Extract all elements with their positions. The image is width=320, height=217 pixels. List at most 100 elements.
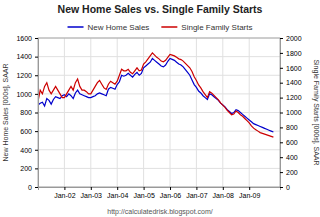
tick-label: 800 xyxy=(20,109,32,116)
tick-label: Jan-04 xyxy=(107,192,129,199)
tick: Jan-02 xyxy=(54,187,76,199)
tick: Jan-03 xyxy=(81,187,103,199)
legend-item: New Home Sales xyxy=(68,23,150,32)
tick-mark xyxy=(223,187,224,190)
tick: 1800 xyxy=(280,50,302,57)
grid-line-y xyxy=(38,56,280,57)
grid-line-x xyxy=(90,38,91,187)
tick-mark xyxy=(35,75,38,76)
tick-mark xyxy=(35,113,38,114)
tick-label: 600 xyxy=(20,128,32,135)
tick: 1600 xyxy=(16,35,38,42)
tick-label: 400 xyxy=(20,146,32,153)
tick-label: 1400 xyxy=(286,79,302,86)
tick-label: 200 xyxy=(20,165,32,172)
tick-mark xyxy=(249,187,250,190)
tick-label: 1600 xyxy=(286,65,302,72)
axis-line xyxy=(35,39,39,188)
axis-line xyxy=(39,188,281,191)
tick: 400 xyxy=(20,146,38,153)
tick-mark xyxy=(91,187,92,190)
axis-line xyxy=(281,39,284,188)
tick: 600 xyxy=(20,128,38,135)
title: New Home Sales vs. Single Family Starts xyxy=(58,3,263,15)
x-axis: Jan-02Jan-03Jan-04Jan-05Jan-06Jan-07Jan-… xyxy=(39,187,281,199)
grid-line-y xyxy=(38,75,280,76)
plot-area xyxy=(38,53,273,137)
y-axis-title: New Home Sales [000s], SAAR xyxy=(2,63,10,161)
tick-mark xyxy=(35,187,38,188)
tick-label: 1600 xyxy=(16,35,32,42)
tick: 200 xyxy=(280,169,298,176)
plot-frame xyxy=(38,38,280,187)
tick-mark xyxy=(280,83,283,84)
grid-line-y xyxy=(38,112,280,113)
tick: 1200 xyxy=(280,94,302,101)
y-axis: 0 200 400 600 800 1000 1200 1400 1600 xyxy=(16,35,38,191)
tick: 1000 xyxy=(16,91,38,98)
tick-label: Jan-08 xyxy=(213,192,235,199)
grid xyxy=(38,38,280,187)
tick: 0 xyxy=(280,184,290,191)
legend-label: New Home Sales xyxy=(88,23,150,32)
legend-item: Single Family Starts xyxy=(161,23,252,32)
annotation: http://calculatedrisk.blogspot.com/ xyxy=(107,208,212,216)
tick-mark xyxy=(280,53,283,54)
tick-mark xyxy=(35,94,38,95)
tick: 600 xyxy=(280,139,298,146)
tick: 200 xyxy=(20,165,38,172)
legend: New Home Sales Single Family Starts xyxy=(68,23,253,32)
series-line xyxy=(38,53,273,137)
tick: 0 xyxy=(28,184,38,191)
tick-label: Jan-02 xyxy=(54,192,76,199)
tick-mark xyxy=(280,98,283,99)
tick-mark xyxy=(35,150,38,151)
grid-line-x xyxy=(249,38,250,187)
tick-mark xyxy=(280,142,283,143)
tick: Jan-08 xyxy=(213,187,235,199)
tick: Jan-07 xyxy=(186,187,208,199)
tick-mark xyxy=(280,38,283,39)
tick-label: 0 xyxy=(28,184,32,191)
grid-line-x xyxy=(143,38,144,187)
tick: Jan-06 xyxy=(160,187,182,199)
tick-label: 2000 xyxy=(286,35,302,42)
tick-mark xyxy=(280,157,283,158)
tick: Jan-09 xyxy=(239,187,261,199)
tick-mark xyxy=(64,187,65,190)
tick: 800 xyxy=(280,124,298,131)
tick: 400 xyxy=(280,154,298,161)
tick-mark xyxy=(280,187,283,188)
tick-label: 0 xyxy=(286,184,290,191)
tick-label: 1000 xyxy=(286,109,302,116)
tick: 1600 xyxy=(280,65,302,72)
y2-axis: 0 200 400 600 800 1000 1200 1400 1600 1800 2000 xyxy=(280,35,302,191)
tick: 2000 xyxy=(280,35,302,42)
tick: 1200 xyxy=(16,72,38,79)
tick-label: 1400 xyxy=(16,53,32,60)
tick-mark xyxy=(280,68,283,69)
tick-label: 400 xyxy=(286,154,298,161)
tick-label: 800 xyxy=(286,124,298,131)
tick-label: Jan-07 xyxy=(186,192,208,199)
tick-label: Jan-03 xyxy=(81,192,103,199)
tick: 800 xyxy=(20,109,38,116)
grid-line-x xyxy=(196,38,197,187)
grid-line-y xyxy=(38,131,280,132)
grid-line-y xyxy=(38,168,280,169)
tick-label: 200 xyxy=(286,169,298,176)
tick-mark xyxy=(144,187,145,190)
tick: Jan-04 xyxy=(107,187,129,199)
tick: 1000 xyxy=(280,109,302,116)
tick-label: 1000 xyxy=(16,91,32,98)
legend-swatch xyxy=(161,26,177,28)
tick-label: 1800 xyxy=(286,50,302,57)
tick-label: Jan-06 xyxy=(160,192,182,199)
tick-mark xyxy=(280,113,283,114)
grid-line-x xyxy=(222,38,223,187)
tick-mark xyxy=(280,172,283,173)
tick-mark xyxy=(35,57,38,58)
series-line xyxy=(38,58,273,132)
grid-line-y xyxy=(38,149,280,150)
legend-label: Single Family Starts xyxy=(181,23,252,32)
